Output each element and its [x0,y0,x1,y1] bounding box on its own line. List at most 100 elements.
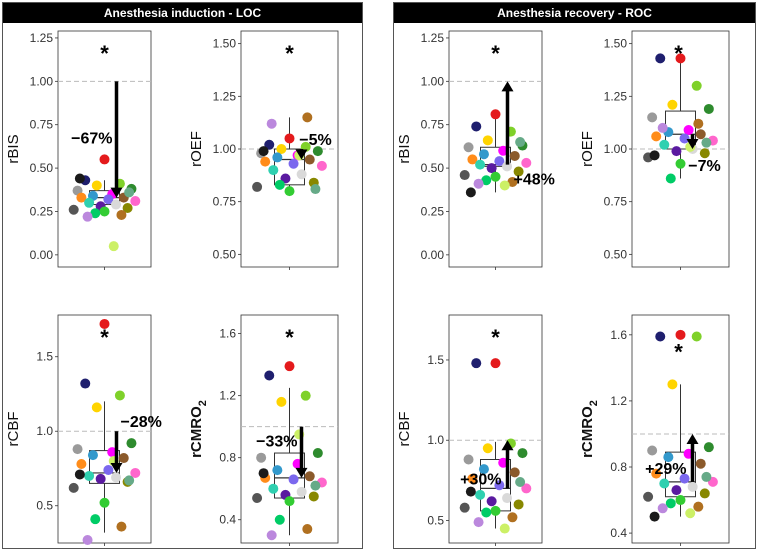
data-point [308,491,319,502]
significance-star: * [674,41,683,66]
data-point [657,503,668,514]
data-point [95,473,106,484]
change-label: −5% [299,132,331,149]
data-point [118,453,129,464]
data-point [478,464,489,475]
data-point [475,489,486,500]
data-point [465,187,476,198]
data-point [667,99,678,110]
y-tick-label: 1.00 [30,74,54,88]
change-label: −28% [121,414,162,431]
y-tick-label: 1.50 [213,37,237,51]
y-tick-label: 0.25 [30,204,54,218]
panel-title: Anesthesia recovery - ROC [394,3,755,23]
data-point [699,488,710,499]
y-tick-label: 0.00 [30,248,54,262]
data-point [300,390,311,401]
data-point [130,467,141,478]
data-point [114,390,125,401]
data-point [76,459,87,470]
y-tick-label: 1.0 [36,424,53,438]
data-point [284,496,295,507]
data-point [473,517,484,528]
data-point [481,507,492,518]
data-point [124,475,135,486]
data-point [490,109,501,120]
data-point [467,473,478,484]
data-point [509,467,520,478]
data-point [490,171,501,182]
data-point [463,142,474,153]
change-label: −7% [688,158,720,175]
chart-loc-rcmro2: 0.4 0.8 1.2 1.6 rCMRO2 −33% * [188,314,339,546]
data-point [649,150,660,161]
data-point [502,493,513,504]
panel-title: Anesthesia induction - LOC [3,3,362,23]
data-point [703,103,714,114]
data-point [494,480,505,491]
y-tick-label: 0.4 [219,513,236,527]
data-point [471,121,482,132]
data-point [264,370,275,381]
y-axis-label-text: rOEF [188,131,205,167]
data-point [521,157,532,168]
data-point [475,159,486,170]
y-axis-label-text: rBIS [5,134,22,163]
y-tick-label: 0.75 [604,195,628,209]
data-point [91,402,102,413]
y-tick-label: 0.50 [30,161,54,175]
data-point [126,438,137,449]
y-axis-label-text: rCBF [5,412,22,447]
data-point [671,146,682,157]
y-tick-label: 1.25 [604,89,628,103]
data-point [274,514,285,525]
data-point [498,145,509,156]
y-tick-label: 1.00 [604,142,628,156]
data-point [272,152,283,163]
data-point [296,169,307,180]
change-arrow-head [686,433,699,444]
data-point [99,318,110,329]
data-point [116,521,127,532]
data-point [471,358,482,369]
y-tick-label: 0.75 [30,118,54,132]
data-point [74,469,85,480]
y-axis-label-text: rOEF [579,131,596,167]
y-axis-label: rCMRO2 [188,400,209,458]
data-point [312,146,323,157]
y-tick-label: 1.2 [219,389,236,403]
y-axis-label: rBIS [396,134,413,163]
y-tick-label: 0.50 [421,161,445,175]
data-point [459,170,470,181]
data-point [99,154,110,165]
data-point [87,450,98,461]
data-point [130,196,141,207]
y-axis-label: rCMRO2 [579,400,600,458]
y-tick-label: 0.25 [421,204,445,218]
data-point [509,150,520,161]
y-axis-label: rOEF [188,131,205,167]
y-axis-label-text: rCBF [396,412,413,447]
change-label: −33% [256,434,297,451]
data-point [284,361,295,372]
y-tick-label: 0.50 [213,247,237,261]
data-point [463,454,474,465]
y-axis-label: rCBF [5,412,22,447]
significance-star: * [674,340,683,365]
data-point [310,480,321,491]
data-point [107,447,118,458]
data-point [499,523,510,534]
data-point [288,158,299,169]
data-point [502,161,513,172]
change-arrow-head [295,467,308,478]
data-point [679,133,690,144]
data-point [693,118,704,129]
data-point [302,112,313,123]
data-point [481,175,492,186]
significance-star: * [491,325,500,350]
data-point [699,148,710,159]
data-point [459,502,470,513]
data-point [76,192,87,203]
data-point [296,486,307,497]
data-point [675,329,686,340]
